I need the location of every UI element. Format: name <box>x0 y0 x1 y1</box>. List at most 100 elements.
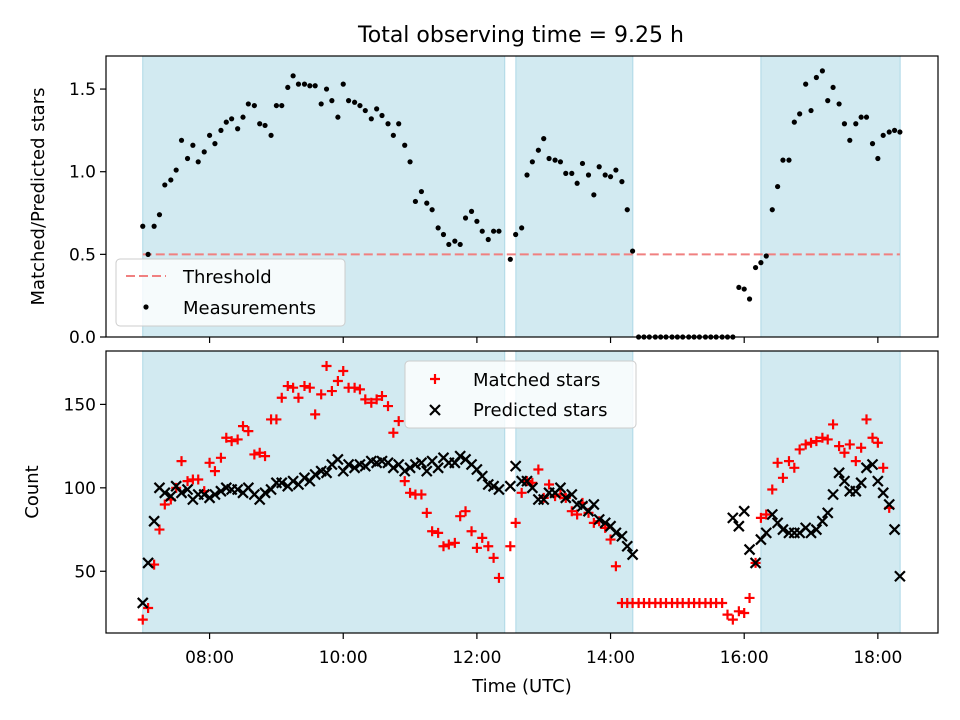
measurement-point <box>847 137 853 143</box>
measurement-point <box>529 159 535 165</box>
measurement-point <box>312 83 318 89</box>
measurement-point <box>813 74 819 81</box>
matched-star-point <box>176 456 187 467</box>
predicted-star-point <box>287 475 299 487</box>
measurement-point <box>830 84 836 91</box>
matched-star-point <box>137 614 148 625</box>
measurement-point <box>145 251 151 257</box>
measurement-point <box>758 260 764 266</box>
ratio-x-ticks <box>208 337 879 343</box>
matched-star-point <box>376 391 387 402</box>
matched-star-point <box>332 376 343 387</box>
matched-star-point <box>154 524 165 535</box>
matched-star-point <box>727 614 738 625</box>
measurement-point <box>786 157 792 163</box>
matched-star-point <box>209 466 220 477</box>
measurement-point <box>424 200 430 206</box>
predicted-star-point <box>320 467 333 479</box>
matched-star-point <box>293 392 304 403</box>
measurement-point <box>362 107 368 114</box>
matched-star-point <box>544 479 555 490</box>
matched-star-point <box>566 506 577 517</box>
measurement-point <box>853 121 859 127</box>
predicted-star-point <box>827 488 839 501</box>
ratio-y-ticks: 0.0 0.5 1.0 1.5 <box>69 80 106 348</box>
measurement-point <box>474 218 480 224</box>
predicted-star-point <box>599 517 611 529</box>
measurement-point <box>168 177 174 183</box>
measurement-point <box>563 170 569 176</box>
predicted-star-point <box>342 458 355 471</box>
predicted-star-point <box>838 475 851 487</box>
predicted-star-point <box>420 465 433 477</box>
predicted-star-point <box>275 477 288 489</box>
predicted-star-point <box>872 475 884 487</box>
y-tick-label: 0.0 <box>69 328 96 348</box>
observing-window-band <box>515 55 634 338</box>
measurement-point <box>596 164 602 170</box>
measurement-point <box>841 121 848 127</box>
predicted-star-point <box>566 488 578 501</box>
matched-star-point <box>777 472 788 483</box>
predicted-star-point <box>821 507 834 519</box>
measurement-point <box>546 155 552 162</box>
predicted-star-point <box>850 485 862 497</box>
matched-star-point <box>483 541 494 552</box>
measurement-point <box>825 98 831 104</box>
predicted-star-point <box>398 465 411 477</box>
predicted-star-point <box>733 520 745 532</box>
x-tick-label: 12:00 <box>452 648 501 668</box>
measurement-point <box>897 129 903 135</box>
predicted-star-point <box>526 482 539 494</box>
predicted-star-point <box>298 472 311 484</box>
x-tick-label: 18:00 <box>853 648 902 668</box>
matched-star-point <box>449 537 460 548</box>
predicted-star-point <box>810 523 823 536</box>
predicted-star-point <box>181 483 194 496</box>
predicted-star-point <box>866 458 879 471</box>
x-tick-label: 16:00 <box>720 648 769 668</box>
predicted-star-point <box>743 543 756 556</box>
predicted-star-point <box>738 505 750 517</box>
measurement-point <box>262 122 268 129</box>
predicted-star-point <box>429 404 441 416</box>
measurement-point <box>803 81 809 87</box>
predicted-star-point <box>231 483 244 496</box>
predicted-star-point <box>175 487 188 499</box>
matched-star-point <box>430 374 440 384</box>
predicted-star-point <box>165 490 177 502</box>
matched-star-point <box>583 507 594 518</box>
measurement-point <box>736 284 742 291</box>
predicted-star-point <box>621 540 634 553</box>
matched-star-point <box>388 427 399 438</box>
measurement-point <box>769 207 775 213</box>
predicted-star-point <box>432 462 444 474</box>
matched-star-point <box>772 457 783 468</box>
predicted-star-point <box>142 557 154 569</box>
matched-star-point <box>493 572 504 583</box>
measurement-point <box>184 155 191 162</box>
matched-star-point <box>254 447 265 458</box>
measurement-point <box>557 159 564 165</box>
y-tick-label: 0.5 <box>69 245 96 265</box>
matched-star-point <box>171 482 182 493</box>
matched-star-point <box>867 432 878 443</box>
y-tick-label: 1.0 <box>69 163 96 183</box>
ratio-panel: 0.0 0.5 1.0 1.5 Matched/Predicted stars Thr… <box>28 55 939 348</box>
matched-star-point <box>354 384 365 395</box>
measurement-point <box>162 182 168 188</box>
measurement-point <box>485 236 491 243</box>
measurement-point <box>775 183 781 190</box>
measurement-point <box>435 225 441 231</box>
matched-star-point <box>193 474 204 485</box>
measurement-point <box>585 172 592 178</box>
matched-star-point <box>338 366 349 377</box>
measurement-point <box>178 137 185 143</box>
matched-star-point <box>466 526 477 537</box>
predicted-star-point <box>148 515 160 527</box>
count-y-label: Count <box>22 465 43 518</box>
y-tick-label: 1.5 <box>69 80 96 100</box>
measurement-point <box>279 102 285 109</box>
measurement-point <box>335 114 341 120</box>
measurement-point <box>195 159 201 165</box>
